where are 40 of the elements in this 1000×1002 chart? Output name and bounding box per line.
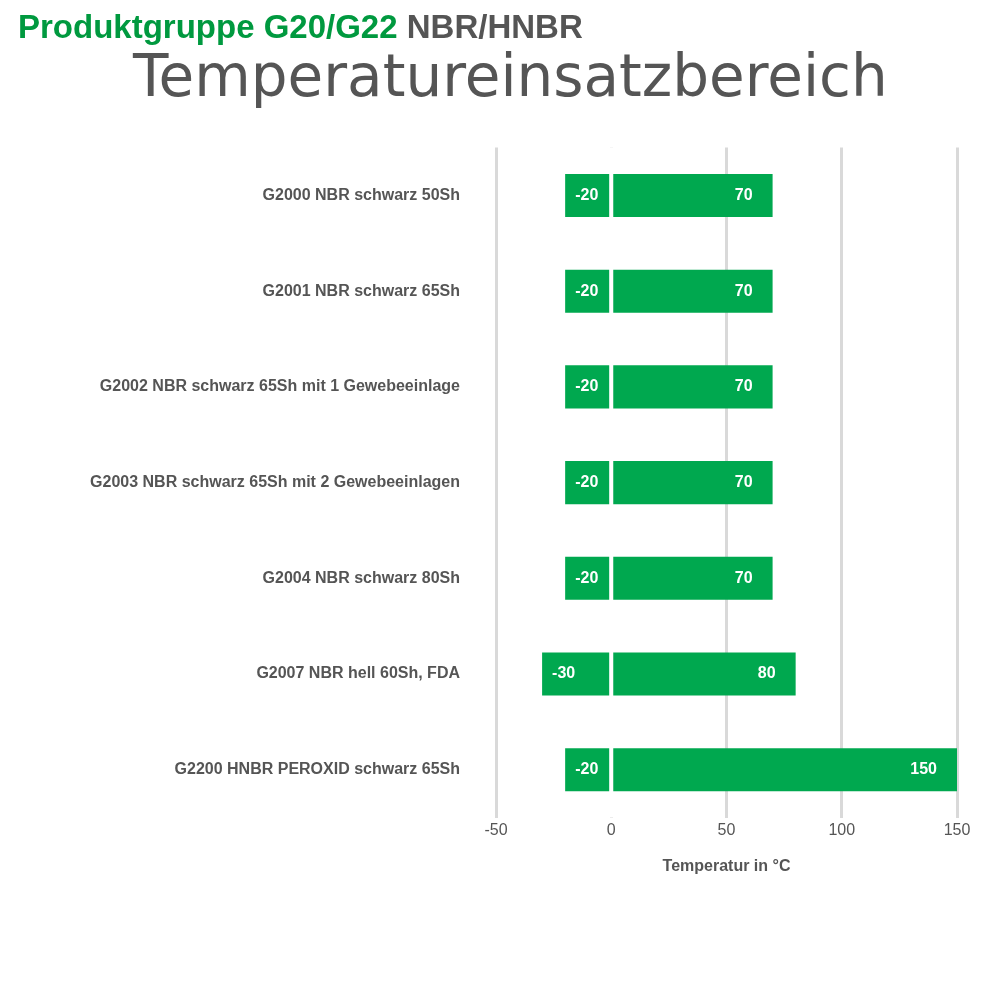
bar — [565, 269, 610, 313]
bar — [612, 461, 773, 505]
y-tick-label: G2000 NBR schwarz 50Sh — [262, 185, 460, 203]
data-label: -20 — [575, 185, 599, 203]
data-label: 70 — [734, 377, 753, 395]
data-label: -20 — [575, 568, 599, 586]
data-label: -30 — [552, 664, 576, 682]
bar — [612, 365, 773, 409]
x-tick-label: 100 — [828, 820, 856, 838]
data-label: 70 — [734, 185, 753, 203]
x-tick-label: 0 — [606, 820, 616, 838]
data-label: 70 — [734, 473, 753, 491]
bar — [612, 556, 773, 600]
y-tick-label: G2001 NBR schwarz 65Sh — [262, 281, 460, 299]
x-tick-label: -50 — [484, 820, 508, 838]
y-tick-label: G2004 NBR schwarz 80Sh — [262, 568, 460, 586]
x-tick-label: 50 — [717, 820, 736, 838]
data-label: -20 — [575, 377, 599, 395]
y-tick-label: G2003 NBR schwarz 65Sh mit 2 Gewebeeinlagen — [90, 473, 460, 491]
x-tick-label: 150 — [943, 820, 971, 838]
x-axis-title: Temperatur in °C — [662, 856, 791, 874]
data-label: -20 — [575, 281, 599, 299]
data-label: 70 — [734, 568, 753, 586]
y-tick-label: G2200 HNBR PEROXID schwarz 65Sh — [174, 760, 460, 778]
data-label: 80 — [757, 664, 776, 682]
data-label: 150 — [910, 760, 938, 778]
bar — [565, 365, 610, 409]
data-label: -20 — [575, 760, 599, 778]
bar — [565, 748, 610, 792]
y-tick-label: G2002 NBR schwarz 65Sh mit 1 Gewebeeinlage — [99, 377, 461, 395]
bar — [542, 652, 610, 696]
bar — [612, 269, 773, 313]
y-tick-label: G2007 NBR hell 60Sh, FDA — [256, 664, 461, 682]
bar — [612, 173, 773, 217]
data-label: -20 — [575, 473, 599, 491]
bar — [612, 652, 796, 696]
data-label: 70 — [734, 281, 753, 299]
bar — [565, 173, 610, 217]
bar — [565, 461, 610, 505]
bar — [565, 556, 610, 600]
